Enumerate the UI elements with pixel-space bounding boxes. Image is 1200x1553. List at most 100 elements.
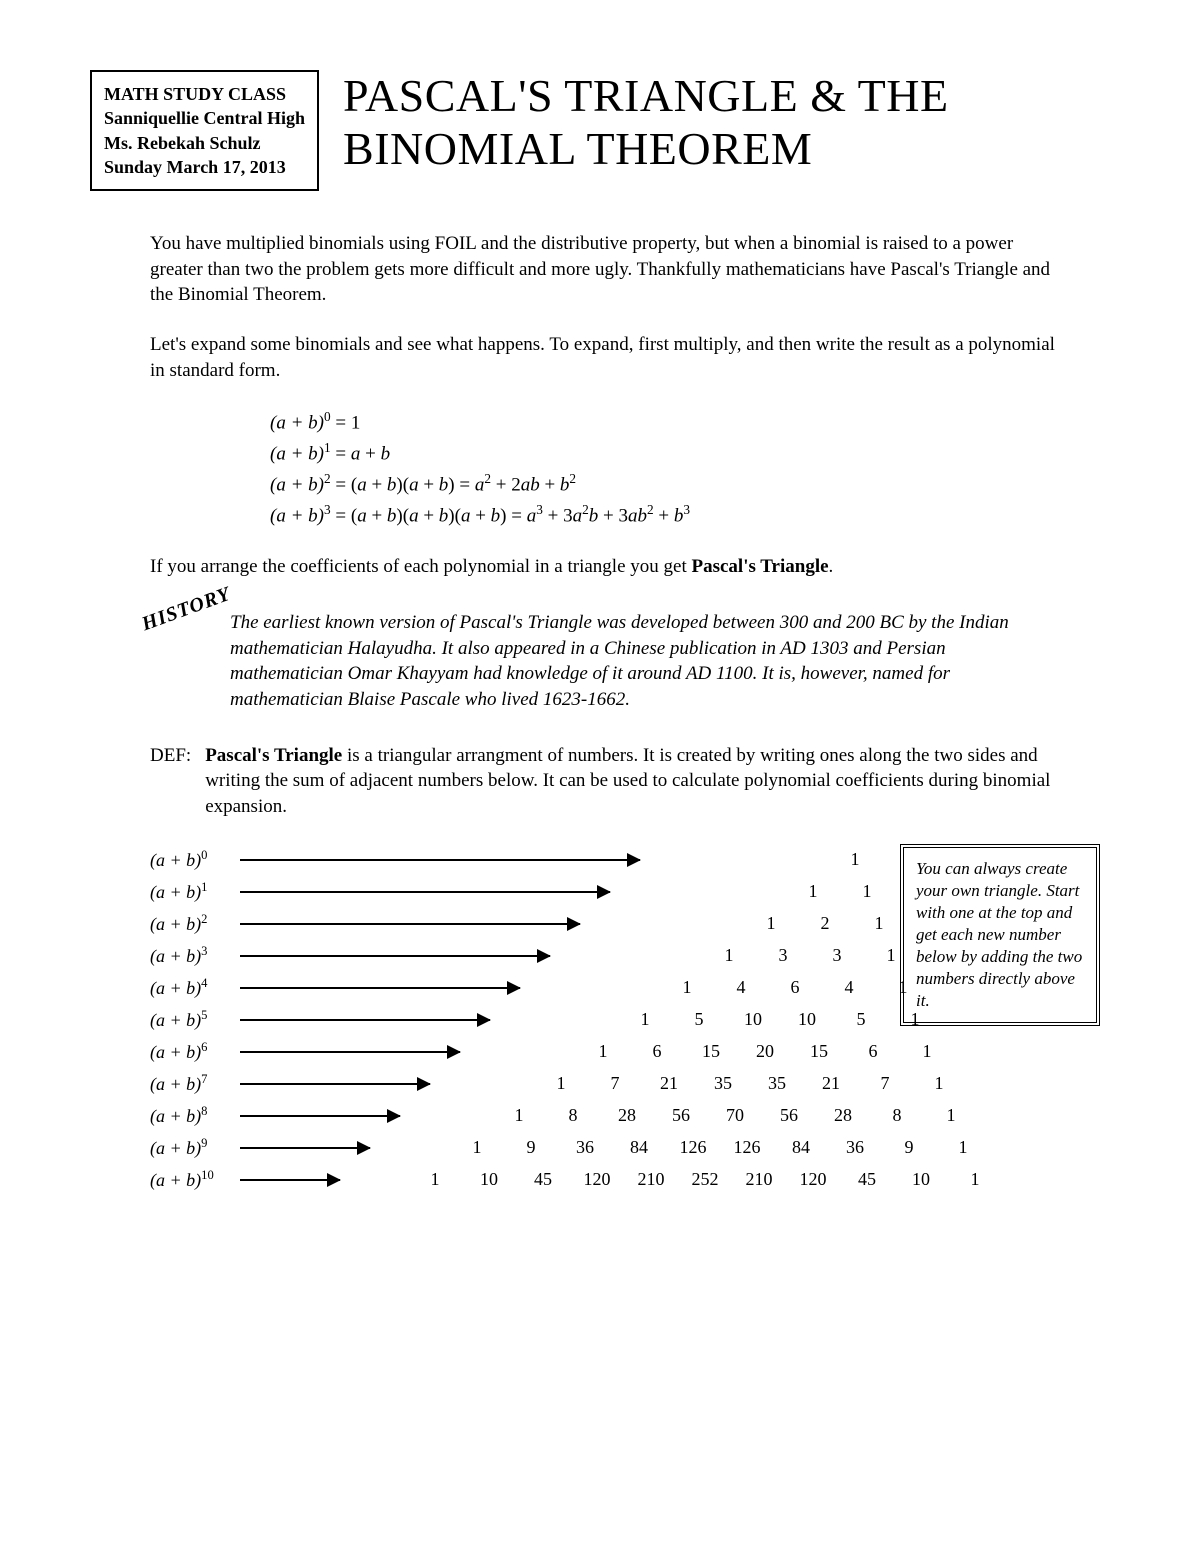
history-block: HISTORY The earliest known version of Pa… <box>180 610 1070 713</box>
expansion-row: (a + b)1 = a + b <box>270 438 1070 469</box>
intro-paragraph-2: Let's expand some binomials and see what… <box>150 332 1070 383</box>
triangle-coeff: 1 <box>840 881 894 902</box>
triangle-coeff: 1 <box>912 1073 966 1094</box>
info-line: Ms. Rebekah Schulz <box>104 131 305 155</box>
triangle-row: (a + b)7172135352171 <box>150 1068 1070 1100</box>
triangle-coeff: 28 <box>816 1105 870 1126</box>
triangle-coeff: 5 <box>672 1009 726 1030</box>
def-label: DEF: <box>150 743 191 820</box>
header-row: MATH STUDY CLASS Sanniquellie Central Hi… <box>90 70 1110 191</box>
triangle-coeff: 1 <box>948 1169 1002 1190</box>
tip-text: You can always create your own triangle.… <box>916 859 1082 1011</box>
arrow-icon <box>240 1147 370 1149</box>
text: If you arrange the coefficients of each … <box>150 556 691 577</box>
triangle-row: (a + b)818285670562881 <box>150 1100 1070 1132</box>
triangle-coeff: 1 <box>450 1137 504 1158</box>
info-line: MATH STUDY CLASS <box>104 82 305 106</box>
triangle-coeff: 36 <box>828 1137 882 1158</box>
triangle-coeff: 3 <box>756 945 810 966</box>
triangle-coeff: 36 <box>558 1137 612 1158</box>
triangle-row-label: (a + b)6 <box>150 1040 240 1063</box>
triangle-row-label: (a + b)2 <box>150 912 240 935</box>
triangle-coeff: 5 <box>834 1009 888 1030</box>
pascal-triangle-section: You can always create your own triangle.… <box>150 844 1070 1196</box>
triangle-row: (a + b)9193684126126843691 <box>150 1132 1070 1164</box>
triangle-coeff: 126 <box>666 1137 720 1158</box>
triangle-coeff: 6 <box>630 1041 684 1062</box>
triangle-coeff: 6 <box>846 1041 900 1062</box>
triangle-coeff: 9 <box>882 1137 936 1158</box>
triangle-coeff: 120 <box>786 1169 840 1190</box>
triangle-coeff: 1 <box>852 913 906 934</box>
triangle-coeff: 7 <box>858 1073 912 1094</box>
triangle-row-label: (a + b)3 <box>150 944 240 967</box>
triangle-coeff: 1 <box>924 1105 978 1126</box>
triangle-coeff: 10 <box>780 1009 834 1030</box>
triangle-coeff: 56 <box>762 1105 816 1126</box>
triangle-coeff: 10 <box>462 1169 516 1190</box>
triangle-coeff: 1 <box>786 881 840 902</box>
triangle-coeff: 15 <box>684 1041 738 1062</box>
triangle-row: (a + b)101104512021025221012045101 <box>150 1164 1070 1196</box>
triangle-coeff: 1 <box>408 1169 462 1190</box>
pascal-intro-paragraph: If you arrange the coefficients of each … <box>150 554 1070 580</box>
triangle-coeff: 3 <box>810 945 864 966</box>
triangle-coeff: 1 <box>828 849 882 870</box>
triangle-row-values: 172135352171 <box>430 1073 1070 1094</box>
expansion-row: (a + b)0 = 1 <box>270 407 1070 438</box>
arrow-icon <box>240 987 520 989</box>
triangle-coeff: 1 <box>534 1073 588 1094</box>
triangle-coeff: 4 <box>714 977 768 998</box>
triangle-row-label: (a + b)5 <box>150 1008 240 1031</box>
triangle-coeff: 21 <box>642 1073 696 1094</box>
arrow-icon <box>240 891 610 893</box>
intro-paragraph-1: You have multiplied binomials using FOIL… <box>150 231 1070 308</box>
triangle-coeff: 126 <box>720 1137 774 1158</box>
arrow-icon <box>240 1179 340 1181</box>
triangle-coeff: 1 <box>492 1105 546 1126</box>
triangle-coeff: 4 <box>822 977 876 998</box>
expansion-row: (a + b)2 = (a + b)(a + b) = a2 + 2ab + b… <box>270 469 1070 500</box>
triangle-row-label: (a + b)9 <box>150 1136 240 1159</box>
pascal-triangle-term: Pascal's Triangle <box>691 556 828 577</box>
triangle-row-label: (a + b)7 <box>150 1072 240 1095</box>
triangle-coeff: 210 <box>732 1169 786 1190</box>
text: . <box>829 556 834 577</box>
triangle-coeff: 1 <box>702 945 756 966</box>
def-term: Pascal's Triangle <box>205 745 342 766</box>
triangle-coeff: 9 <box>504 1137 558 1158</box>
triangle-coeff: 2 <box>798 913 852 934</box>
class-info-box: MATH STUDY CLASS Sanniquellie Central Hi… <box>90 70 319 191</box>
triangle-coeff: 252 <box>678 1169 732 1190</box>
triangle-coeff: 45 <box>516 1169 570 1190</box>
arrow-icon <box>240 923 580 925</box>
triangle-coeff: 120 <box>570 1169 624 1190</box>
triangle-coeff: 8 <box>546 1105 600 1126</box>
triangle-coeff: 1 <box>900 1041 954 1062</box>
triangle-row-label: (a + b)4 <box>150 976 240 999</box>
triangle-row-values: 193684126126843691 <box>370 1137 1070 1158</box>
triangle-coeff: 10 <box>726 1009 780 1030</box>
history-text: The earliest known version of Pascal's T… <box>180 610 1070 713</box>
triangle-coeff: 21 <box>804 1073 858 1094</box>
triangle-coeff: 35 <box>696 1073 750 1094</box>
content-body: You have multiplied binomials using FOIL… <box>90 231 1110 1195</box>
triangle-coeff: 20 <box>738 1041 792 1062</box>
expansion-row: (a + b)3 = (a + b)(a + b)(a + b) = a3 + … <box>270 500 1070 531</box>
triangle-coeff: 8 <box>870 1105 924 1126</box>
triangle-coeff: 7 <box>588 1073 642 1094</box>
arrow-icon <box>240 859 640 861</box>
triangle-coeff: 10 <box>894 1169 948 1190</box>
triangle-coeff: 70 <box>708 1105 762 1126</box>
triangle-coeff: 1 <box>660 977 714 998</box>
triangle-coeff: 1 <box>744 913 798 934</box>
info-line: Sanniquellie Central High <box>104 106 305 130</box>
triangle-row-values: 1615201561 <box>460 1041 1070 1062</box>
triangle-coeff: 210 <box>624 1169 678 1190</box>
triangle-row-label: (a + b)1 <box>150 880 240 903</box>
triangle-coeff: 84 <box>612 1137 666 1158</box>
page-title: PASCAL'S TRIANGLE & THE BINOMIAL THEOREM <box>343 70 1110 176</box>
arrow-icon <box>240 1051 460 1053</box>
triangle-coeff: 6 <box>768 977 822 998</box>
triangle-coeff: 1 <box>618 1009 672 1030</box>
